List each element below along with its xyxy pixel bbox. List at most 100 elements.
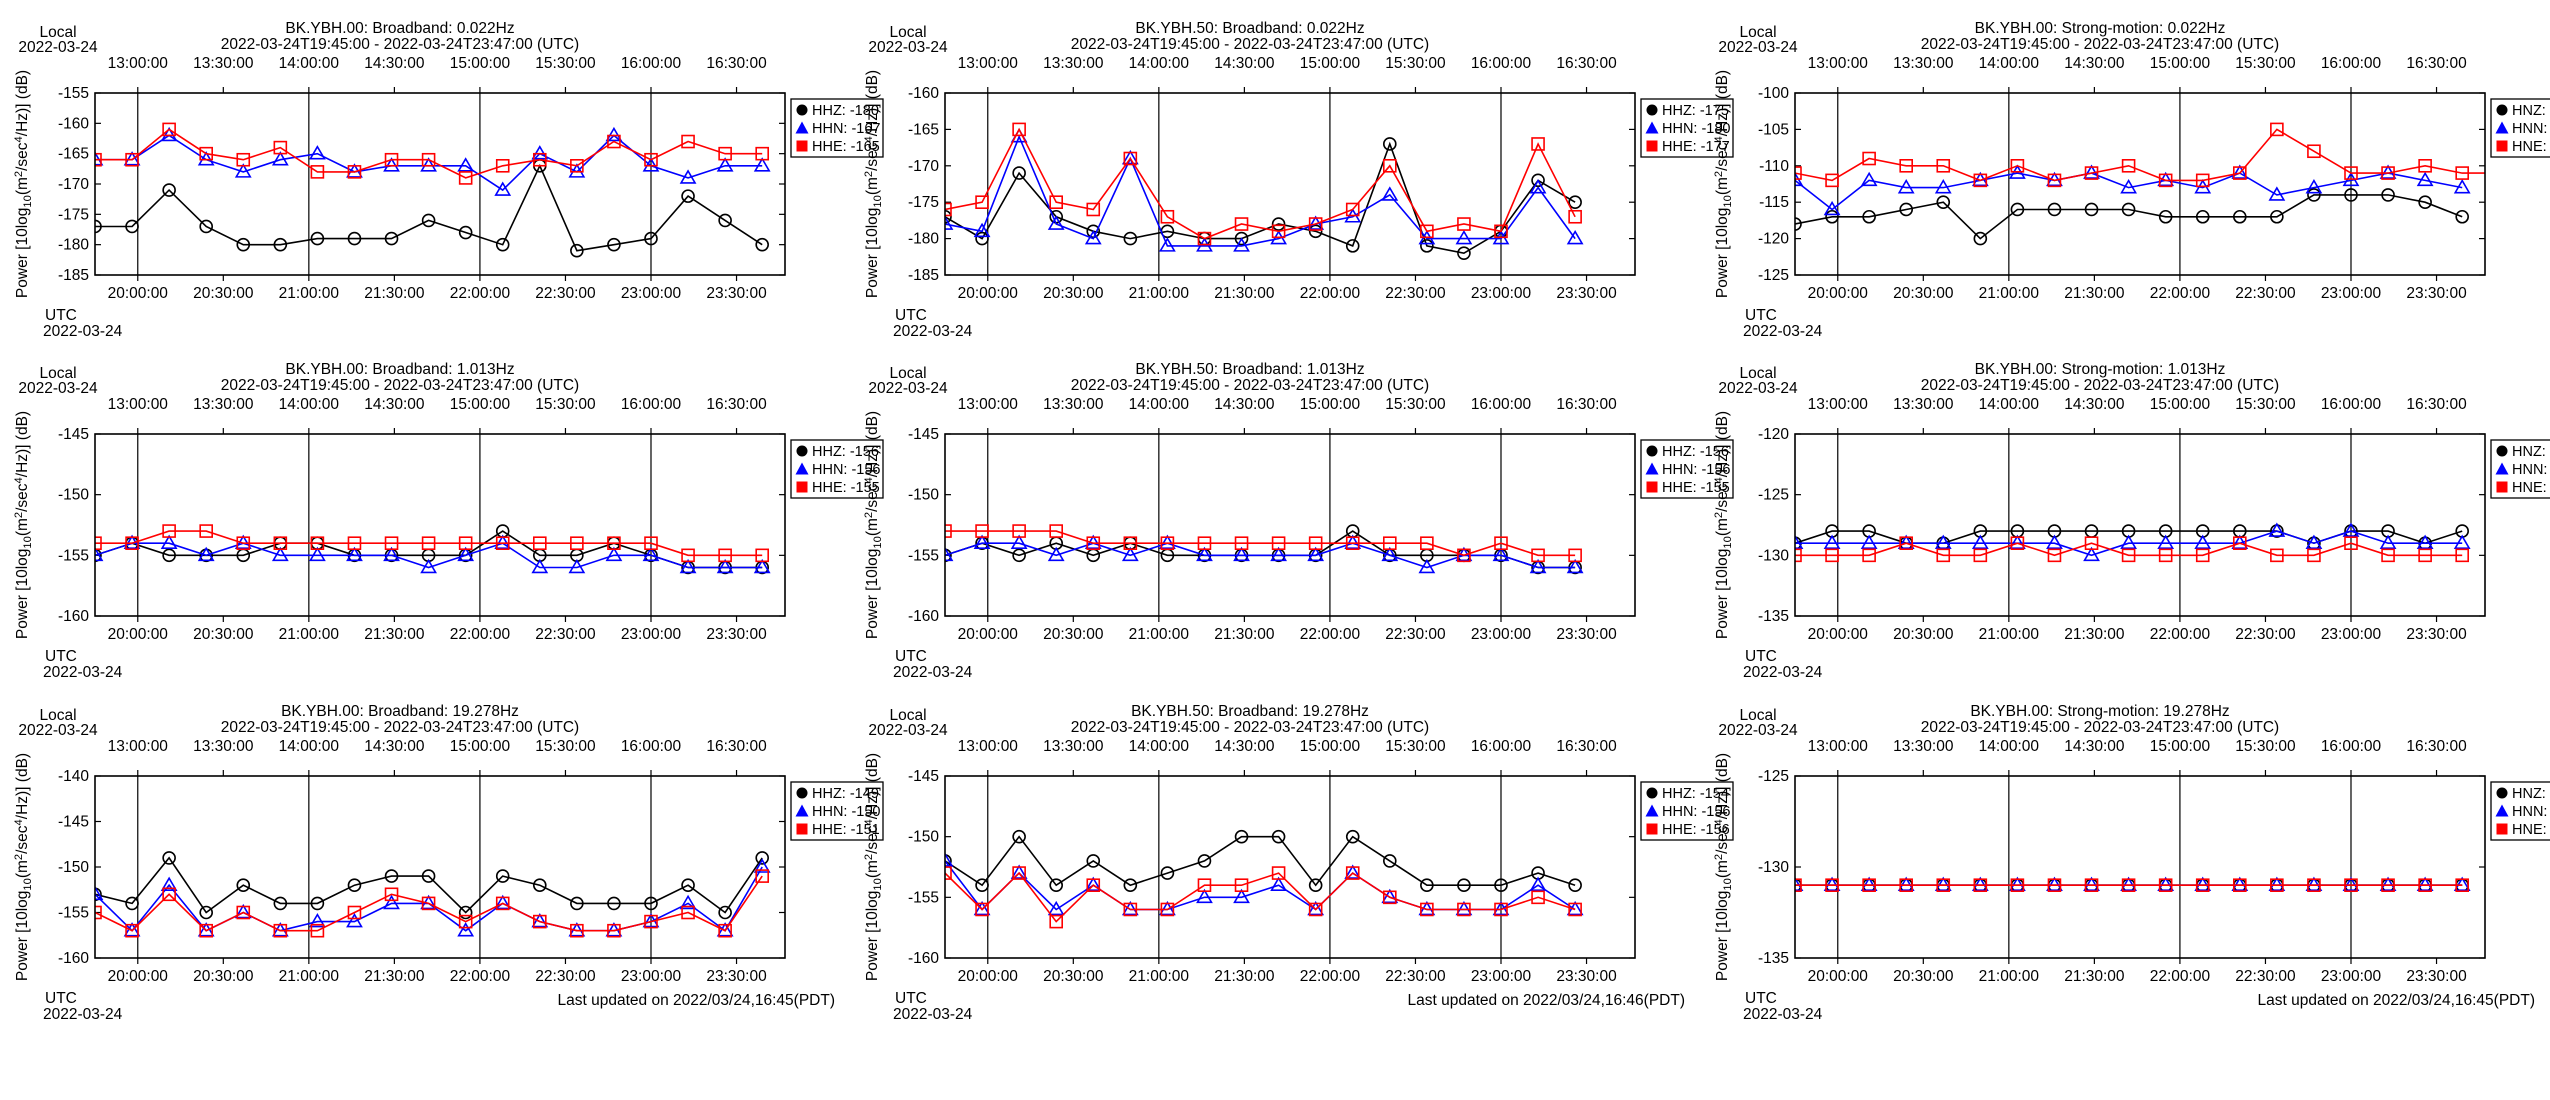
- local-label: Local: [1739, 707, 1776, 724]
- data-point: [755, 851, 769, 865]
- data-point: [310, 896, 325, 911]
- data-point: [1308, 224, 1323, 239]
- data-point: [1566, 558, 1584, 574]
- local-tick-label: 14:00:00: [1129, 55, 1190, 72]
- data-point: [1795, 534, 1804, 550]
- utc-tick-label: 22:30:00: [535, 285, 596, 302]
- data-point: [1196, 546, 1213, 562]
- plot-area: [95, 851, 771, 938]
- y-axis-label: Power [10log10(m2/sec4/Hz)] (dB): [1713, 411, 1734, 639]
- legend-marker: [796, 445, 808, 457]
- chart-title: BK.YBH.50: Broadband: 1.013Hz: [1135, 361, 1364, 378]
- legend-marker: [796, 140, 808, 152]
- y-tick-label: -125: [1758, 487, 1789, 504]
- data-point: [1457, 217, 1471, 231]
- y-tick-label: -145: [58, 814, 89, 831]
- data-point: [125, 219, 139, 234]
- data-point: [1010, 864, 1028, 879]
- data-point: [1012, 866, 1026, 880]
- legend-marker: [796, 787, 808, 799]
- data-point: [1123, 536, 1138, 551]
- data-point: [273, 140, 288, 155]
- data-point: [2381, 188, 2395, 202]
- local-tick-label: 16:30:00: [1556, 55, 1617, 72]
- y-tick-label: -110: [1759, 158, 1789, 175]
- legend-entry: HHZ: -175: [1662, 103, 1729, 119]
- data-point: [2121, 548, 2136, 563]
- data-point: [642, 157, 660, 172]
- data-point: [2009, 534, 2026, 550]
- y-tick-label: -145: [58, 426, 89, 443]
- data-point: [1123, 231, 1138, 246]
- data-point: [162, 122, 176, 137]
- data-point: [532, 878, 547, 893]
- legend-entry: HHE: -151: [812, 822, 880, 838]
- legend-entry: HNE: -130: [2512, 480, 2550, 496]
- data-point: [160, 126, 178, 142]
- data-point: [1197, 854, 1212, 868]
- utc-tick-label: 21:30:00: [364, 626, 425, 643]
- data-point: [160, 876, 178, 892]
- chart-subtitle: 2022-03-24T19:45:00 - 2022-03-24T23:47:0…: [221, 36, 579, 53]
- y-tick-label: -120: [1758, 231, 1789, 248]
- local-tick-label: 15:30:00: [535, 396, 596, 413]
- data-point: [1568, 902, 1582, 917]
- utc-date-label: 2022-03-24: [893, 323, 973, 340]
- utc-tick-label: 21:00:00: [1979, 968, 2040, 985]
- data-point: [2158, 548, 2173, 563]
- data-point: [2379, 534, 2397, 550]
- data-point: [494, 894, 512, 910]
- chart-title: BK.YBH.00: Broadband: 1.013Hz: [285, 361, 514, 378]
- legend-entry: HHZ: -156: [812, 444, 879, 460]
- local-tick-label: 13:30:00: [193, 738, 254, 755]
- local-tick-label: 16:00:00: [1471, 738, 1532, 755]
- data-point: [2121, 159, 2136, 173]
- y-tick-label: -180: [908, 231, 939, 248]
- y-tick-label: -160: [58, 950, 89, 967]
- data-point: [234, 163, 252, 178]
- utc-tick-label: 21:00:00: [1129, 626, 1190, 643]
- local-tick-label: 13:30:00: [1043, 738, 1104, 755]
- data-point: [421, 896, 436, 911]
- chart-panel-4: BK.YBH.00: Broadband: 1.013Hz2022-03-24T…: [13, 361, 884, 681]
- data-point: [1160, 536, 1175, 551]
- data-point: [199, 923, 213, 938]
- local-tick-label: 16:00:00: [2321, 738, 2382, 755]
- data-point: [2305, 534, 2323, 550]
- data-point: [718, 548, 732, 563]
- utc-tick-label: 20:30:00: [1043, 626, 1104, 643]
- data-point: [1382, 159, 1397, 173]
- local-tick-label: 15:30:00: [1385, 55, 1446, 72]
- utc-tick-label: 22:30:00: [535, 968, 596, 985]
- y-tick-label: -155: [908, 547, 939, 564]
- data-point: [236, 878, 251, 893]
- data-point: [2157, 171, 2175, 187]
- utc-tick-label: 23:00:00: [1471, 968, 1532, 985]
- plot-frame: [944, 433, 1636, 617]
- data-point: [2121, 878, 2136, 893]
- legend: HHZ: -175 HHN: -180 HHE: -177: [1640, 98, 1734, 158]
- data-point: [1086, 536, 1101, 551]
- legend-entry: HHZ: -154: [1662, 786, 1729, 802]
- data-point: [531, 558, 549, 574]
- utc-tick-label: 21:00:00: [279, 626, 340, 643]
- data-point: [1234, 878, 1249, 893]
- utc-date-label: 2022-03-24: [43, 323, 123, 340]
- data-point: [2379, 876, 2397, 892]
- local-tick-label: 13:30:00: [1043, 55, 1104, 72]
- utc-label: UTC: [895, 648, 927, 665]
- last-updated: Last updated on 2022/03/24,16:46(PDT): [1408, 992, 1685, 1009]
- data-point: [1086, 202, 1101, 217]
- y-tick-label: -125: [1758, 768, 1789, 785]
- data-point: [2194, 534, 2212, 550]
- data-point: [2158, 173, 2173, 188]
- y-tick-label: -130: [1758, 859, 1789, 876]
- legend-marker: [796, 104, 808, 116]
- data-point: [2455, 548, 2469, 563]
- data-point: [1897, 179, 1915, 194]
- chart-subtitle: 2022-03-24T19:45:00 - 2022-03-24T23:47:0…: [1071, 36, 1429, 53]
- legend-entry: HHZ: -149: [812, 786, 879, 802]
- local-tick-label: 15:30:00: [1385, 738, 1446, 755]
- data-point: [2268, 186, 2286, 201]
- data-point: [607, 896, 621, 911]
